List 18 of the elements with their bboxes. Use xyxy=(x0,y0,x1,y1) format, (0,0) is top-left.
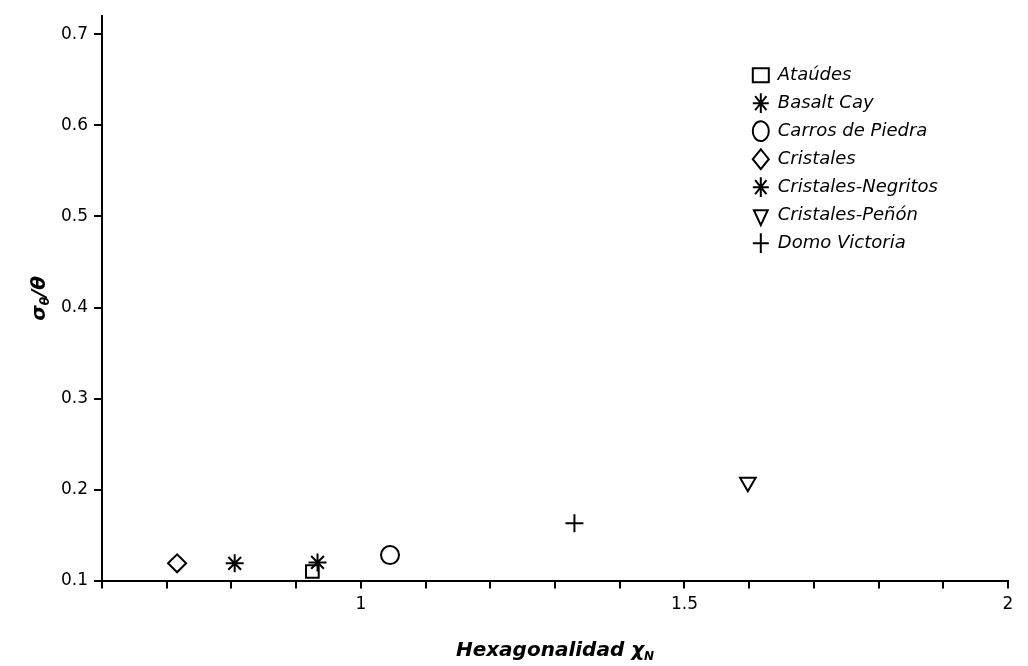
legend-label: Basalt Cay xyxy=(777,90,874,112)
y-tick-label: 0.1 xyxy=(60,569,89,590)
legend-label: Cristales xyxy=(777,146,856,168)
y-tick-label: 0.4 xyxy=(60,295,89,316)
legend-label: Cristales-Negritos xyxy=(777,174,938,196)
y-axis-title: σθ/θ xyxy=(26,275,53,321)
legend-label: Carros de Piedra xyxy=(777,118,928,140)
x-tick-label: 1.5 xyxy=(670,593,698,614)
legend-label: Domo Victoria xyxy=(777,230,906,252)
legend-label: Ataúdes xyxy=(776,62,852,84)
y-tick-label: 0.5 xyxy=(60,204,89,225)
y-tick-label: 0.3 xyxy=(60,386,89,407)
x-tick-label: 2 xyxy=(1002,593,1014,614)
y-tick-label: 0.6 xyxy=(60,113,89,134)
x-tick-label: 1 xyxy=(355,593,367,614)
y-tick-label: 0.2 xyxy=(60,477,89,498)
legend-label: Cristales-Peñón xyxy=(777,202,918,224)
y-tick-label: 0.7 xyxy=(60,22,89,43)
